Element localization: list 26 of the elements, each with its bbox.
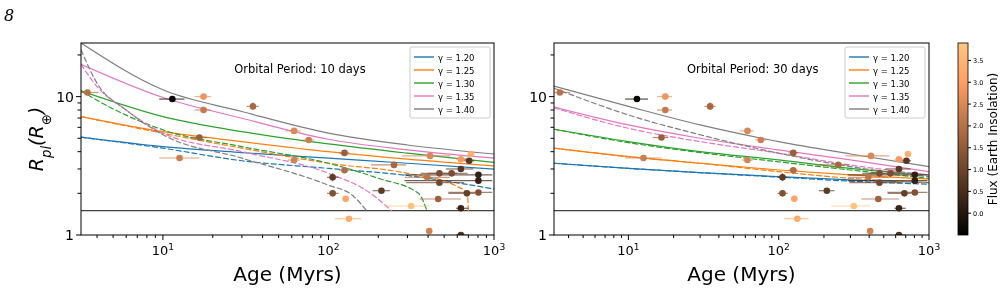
x-tick-label: 10$^{1}$	[151, 242, 175, 258]
x-axis-title: Age (Myrs)	[233, 262, 342, 286]
x-tick-label: 10$^{2}$	[767, 242, 790, 258]
legend-label: γ = 1.25	[873, 65, 910, 76]
annotation: Orbital Period: 10 days	[234, 62, 366, 76]
x-tick-label: 10$^{1}$	[617, 242, 640, 258]
legend-label: γ = 1.25	[438, 65, 475, 76]
legend-label: γ = 1.35	[873, 91, 910, 102]
legend-label: γ = 1.40	[873, 104, 910, 115]
y-tick-label: 10	[529, 88, 547, 105]
color-bar-title: Flux (Earth Insolation)	[986, 72, 1000, 206]
annotation: Orbital Period: 30 days	[686, 62, 819, 76]
legend-label: γ = 1.35	[438, 91, 475, 102]
x-tick-label: 10$^{3}$	[482, 242, 506, 258]
y-tick-label: 1	[65, 227, 74, 243]
legend-label: γ = 1.20	[873, 52, 910, 63]
legend-label: γ = 1.30	[438, 78, 475, 89]
x-tick-label: 10$^{2}$	[317, 242, 340, 258]
y-tick-label: 1	[538, 227, 547, 243]
legend-label: γ = 1.40	[438, 104, 475, 115]
y-tick-label: 10	[56, 88, 74, 105]
legend-label: γ = 1.20	[438, 52, 475, 63]
legend-label: γ = 1.30	[873, 78, 910, 89]
x-axis-title: Age (Myrs)	[687, 262, 796, 286]
text: 8	[4, 6, 15, 25]
x-tick-label: 10$^{3}$	[917, 242, 941, 258]
